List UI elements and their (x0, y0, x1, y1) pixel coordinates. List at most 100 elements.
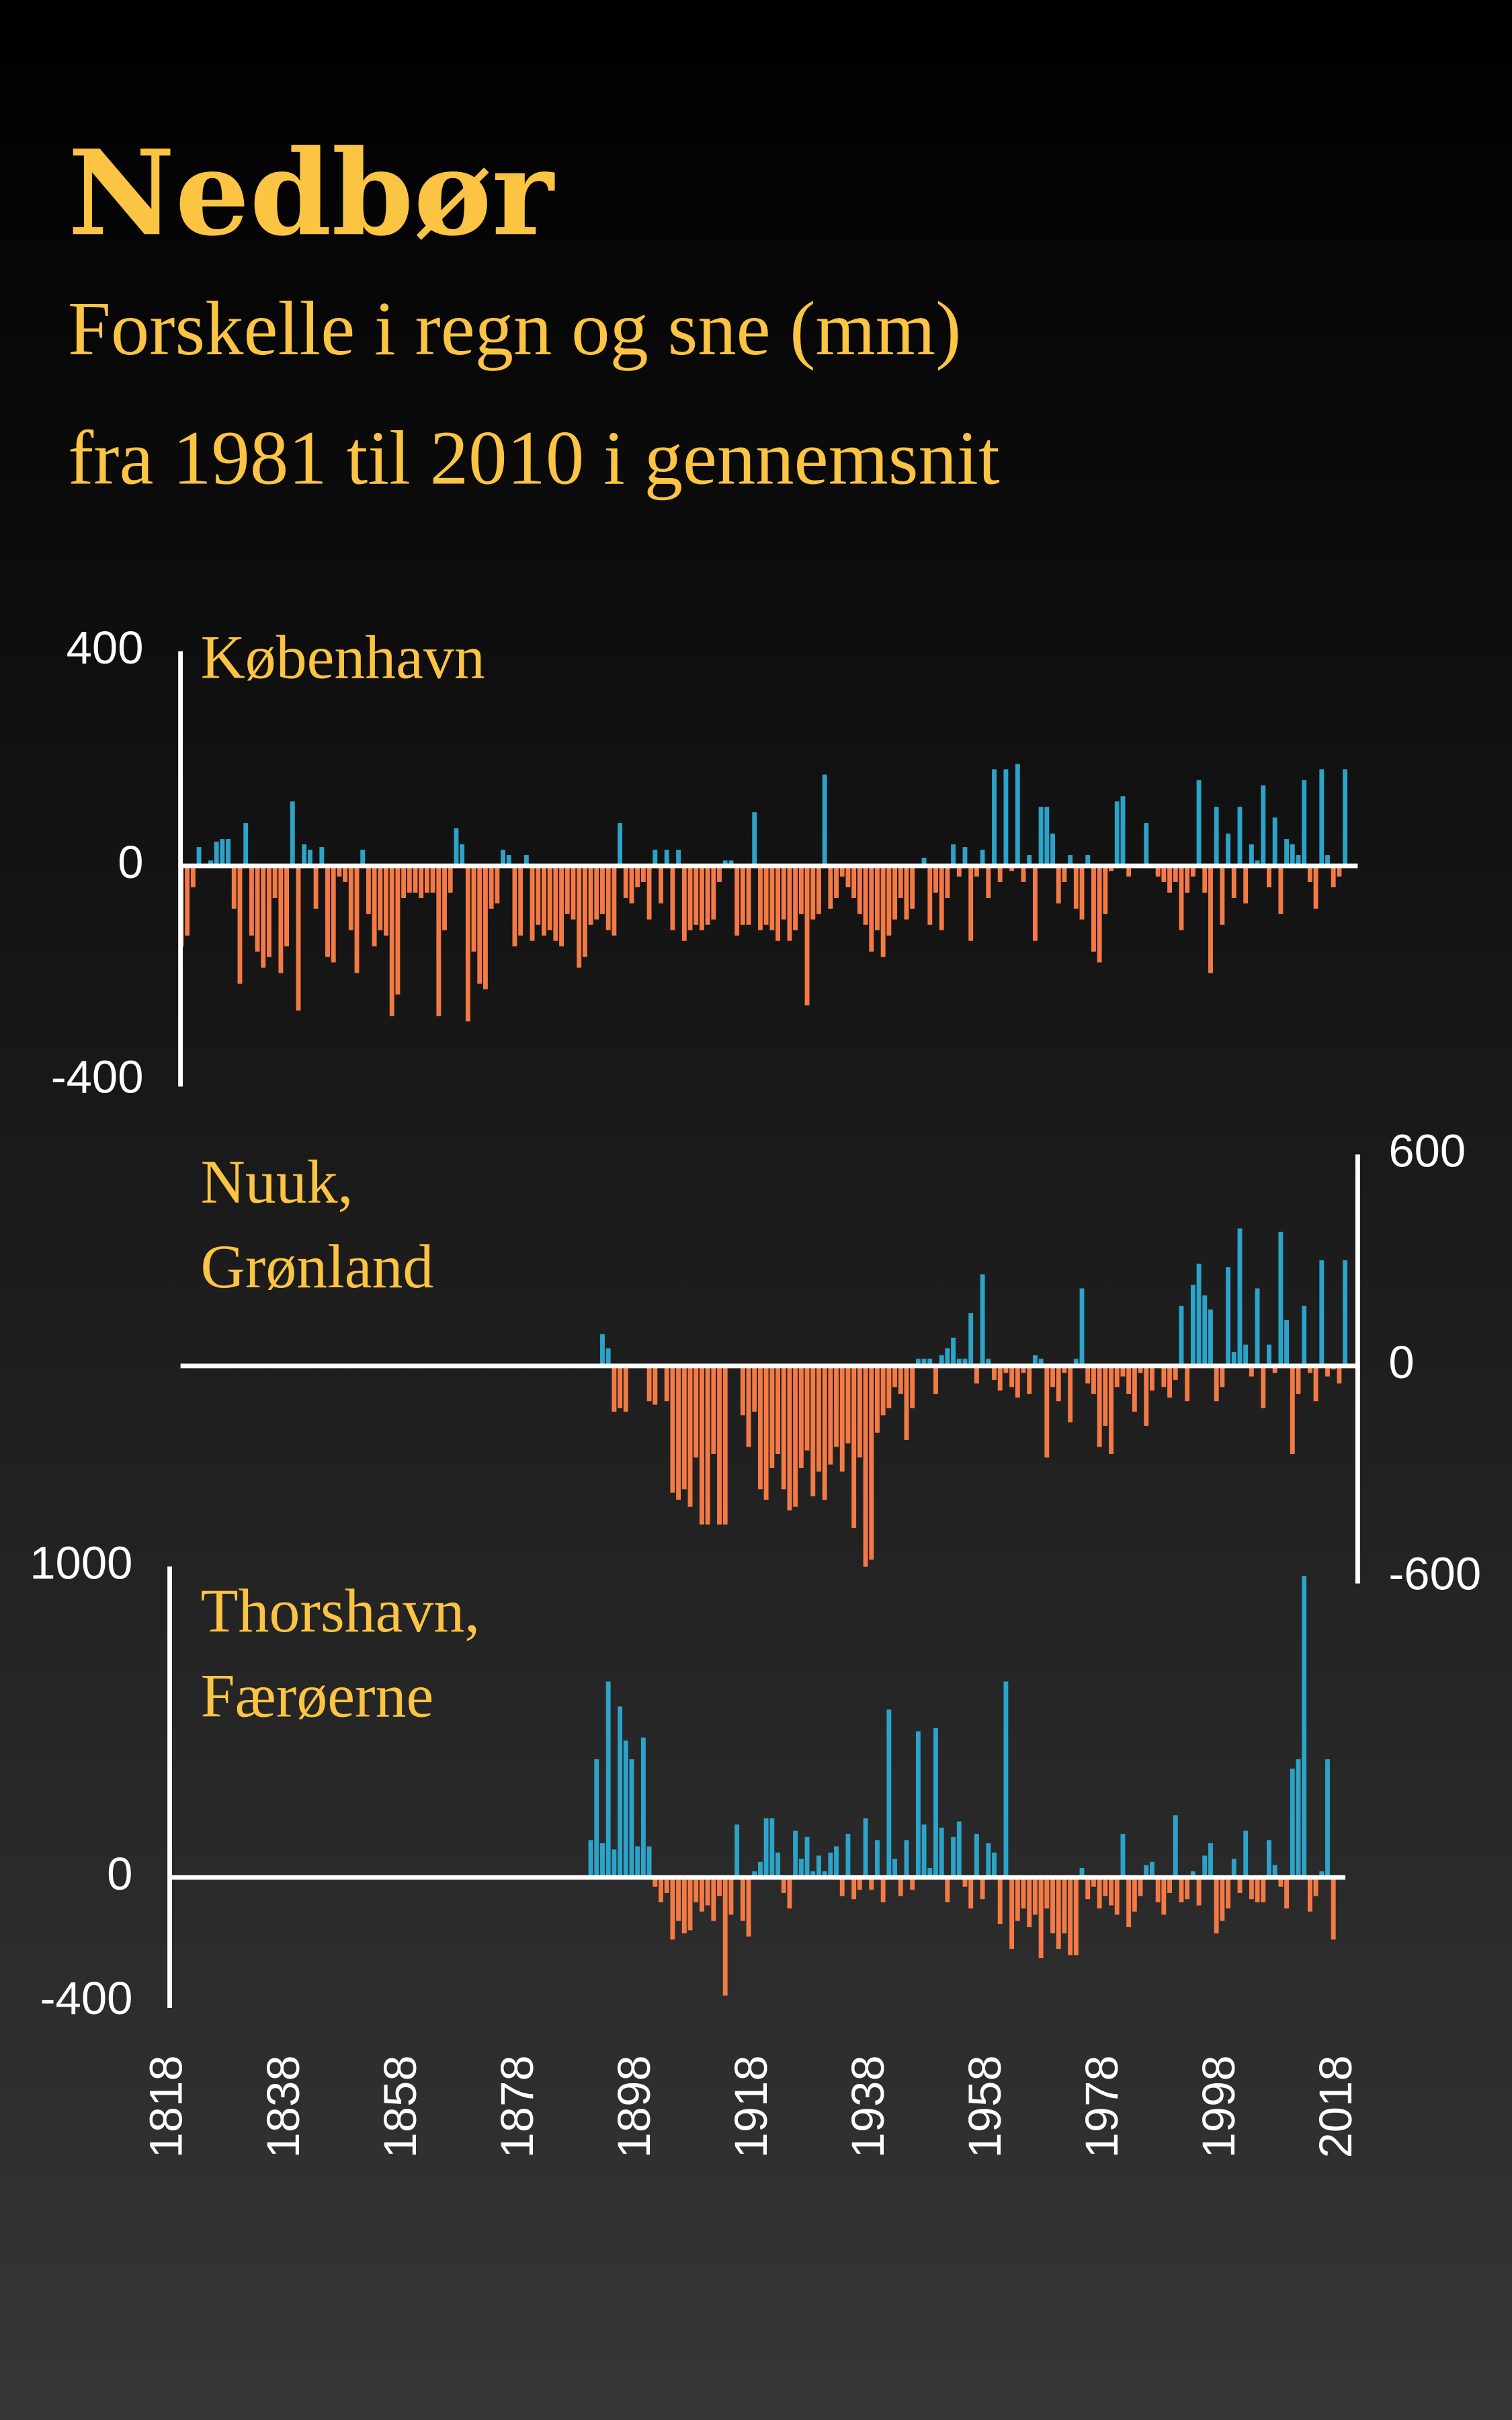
bar (822, 1871, 827, 1878)
y-tick-label: 1000 (30, 1537, 132, 1589)
x-tick-label: 1898 (608, 2055, 660, 2158)
bar (676, 1877, 681, 1921)
bar (629, 866, 634, 903)
bar (921, 858, 927, 866)
bar (927, 1867, 933, 1878)
bar (1278, 866, 1284, 914)
bar (477, 866, 482, 984)
bar (1237, 1877, 1243, 1893)
bar (430, 866, 435, 893)
y-tick-label: 0 (107, 1848, 132, 1900)
bar (1307, 1365, 1312, 1373)
bar (740, 1877, 745, 1921)
bar (681, 866, 687, 941)
bar (284, 866, 290, 946)
bar (1208, 1309, 1213, 1366)
bar (927, 1359, 933, 1366)
bar (968, 866, 974, 941)
bar (1015, 1365, 1020, 1398)
x-tick-label: 1878 (491, 2055, 543, 2158)
bar (1062, 1877, 1067, 1934)
bar (711, 866, 716, 920)
bar (220, 839, 225, 866)
bar (787, 1877, 792, 1909)
bar (1079, 866, 1085, 920)
bar (1202, 1295, 1208, 1366)
bar (781, 1365, 786, 1490)
bar (1331, 866, 1336, 887)
bar (1003, 1365, 1009, 1373)
bar (798, 1859, 804, 1878)
x-tick-label: 1918 (725, 2055, 777, 2158)
bar (354, 866, 360, 973)
bar (419, 866, 424, 898)
y-tick-label: 0 (1388, 1336, 1414, 1388)
bar (1150, 1365, 1154, 1391)
bar (1296, 855, 1301, 866)
bar (495, 866, 500, 903)
panel-title: København (200, 622, 485, 691)
bar (600, 1843, 605, 1878)
bar (659, 866, 663, 903)
bar (816, 866, 821, 914)
bar (851, 1877, 857, 1900)
bar (1226, 834, 1231, 866)
bar (869, 1365, 874, 1560)
bar (775, 866, 780, 941)
bar (325, 866, 330, 957)
bar (1044, 1365, 1050, 1458)
bar (752, 812, 757, 866)
bar (728, 1877, 734, 1915)
bar (1226, 1877, 1231, 1909)
bar (623, 1740, 628, 1878)
bar (951, 844, 956, 866)
bar (1214, 1365, 1219, 1402)
bar (997, 1877, 1003, 1925)
bar (348, 866, 353, 930)
bar (968, 1877, 974, 1909)
bar (787, 866, 792, 941)
bar (623, 866, 628, 898)
bar (214, 842, 219, 866)
bar (822, 1365, 827, 1500)
bar (892, 1365, 898, 1387)
bar (1109, 866, 1114, 871)
bar (945, 1348, 950, 1366)
bar (904, 1840, 909, 1878)
bar (734, 1824, 740, 1878)
bar (694, 1365, 699, 1458)
bar (1185, 866, 1190, 893)
bar (757, 866, 763, 930)
bar (1050, 834, 1055, 866)
bar (1255, 860, 1260, 866)
bar (810, 866, 816, 920)
x-tick-label: 1978 (1076, 2055, 1128, 2158)
bar (740, 866, 745, 925)
bar (1085, 1877, 1091, 1900)
bar (442, 866, 447, 930)
bar (892, 866, 898, 920)
bar (582, 866, 587, 957)
bar (1267, 1344, 1271, 1366)
bar (1296, 1365, 1301, 1394)
bar (1097, 866, 1102, 963)
bar (1202, 866, 1208, 893)
bar (705, 1365, 710, 1525)
bar (793, 866, 798, 930)
bar (635, 1846, 640, 1878)
bar (1261, 785, 1266, 866)
bar (448, 866, 453, 893)
bar (1091, 866, 1096, 952)
bar (395, 866, 401, 995)
bar (962, 1359, 968, 1366)
bar (1009, 866, 1015, 871)
bar (1079, 1867, 1085, 1878)
bar (699, 1365, 704, 1525)
bar (1313, 1365, 1318, 1402)
bar (898, 1877, 903, 1896)
bar (1284, 1320, 1290, 1366)
bar (1027, 1365, 1032, 1394)
bar (904, 866, 909, 920)
bar (997, 866, 1003, 882)
bar (489, 866, 494, 909)
